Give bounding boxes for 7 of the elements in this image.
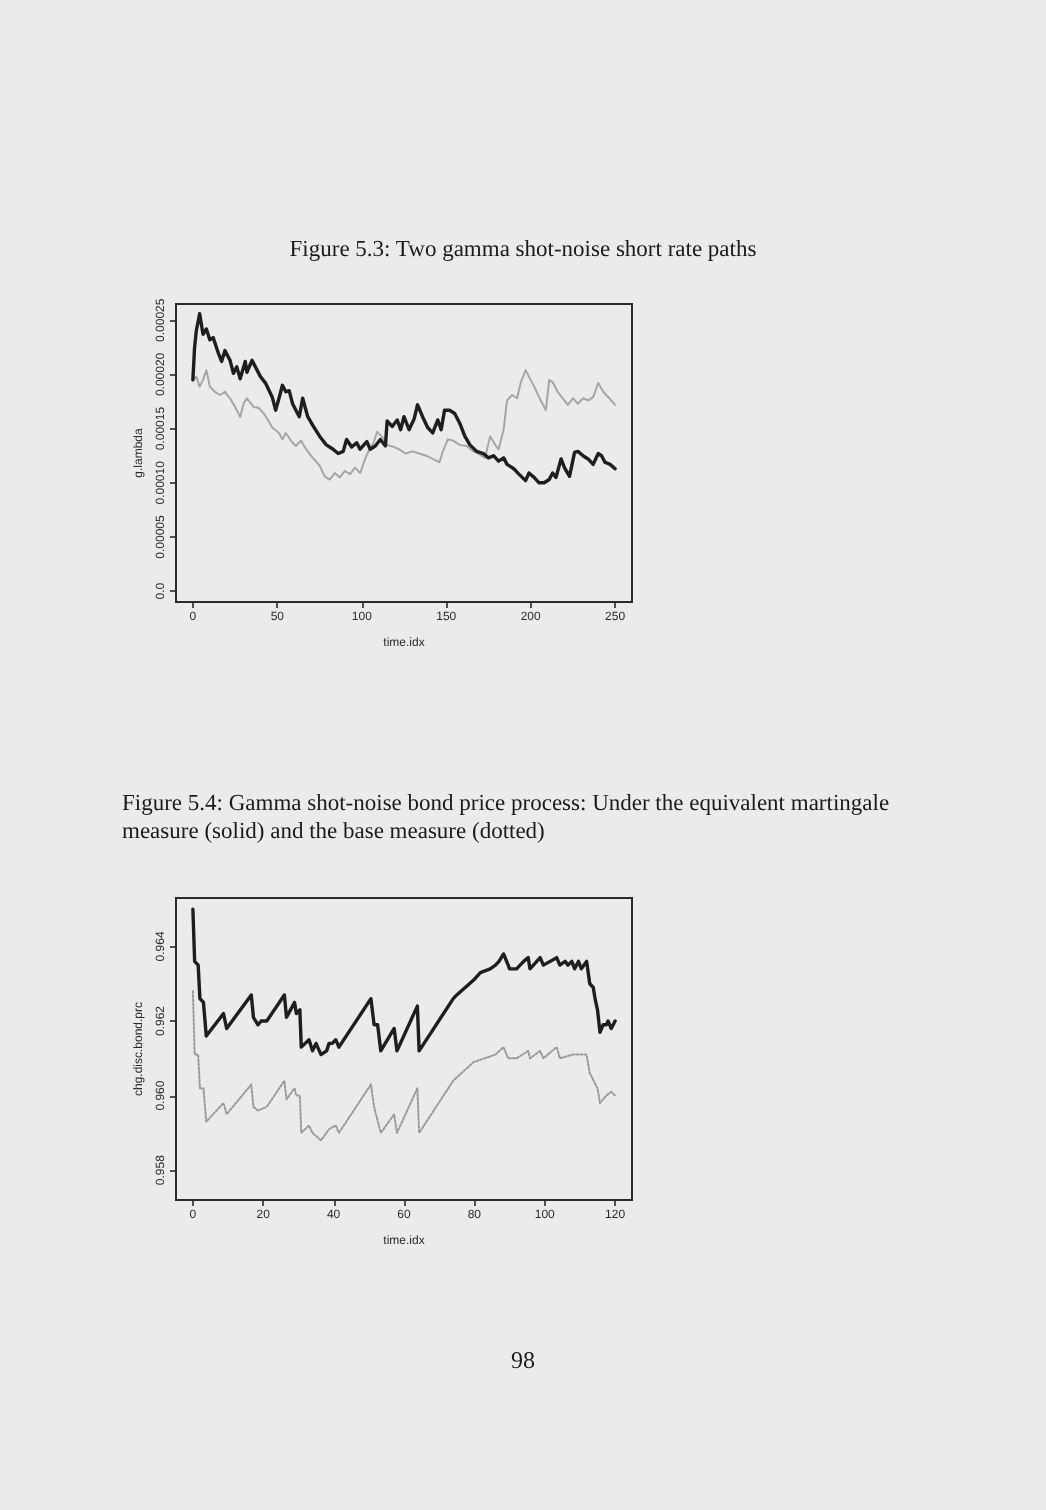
line-series — [191, 907, 617, 1057]
chart-title: Figure 5.4: Gamma shot-noise bond price process: Under the equivalent martingale measure (solid) and the base measure (dotted) — [122, 790, 892, 846]
text: 98 — [509, 1346, 537, 1374]
chart-title: Figure 5.3: Two gamma shot-noise short rate paths — [287, 236, 759, 264]
line-series — [191, 369, 617, 481]
line-series — [191, 990, 617, 1142]
line-series — [191, 312, 617, 485]
